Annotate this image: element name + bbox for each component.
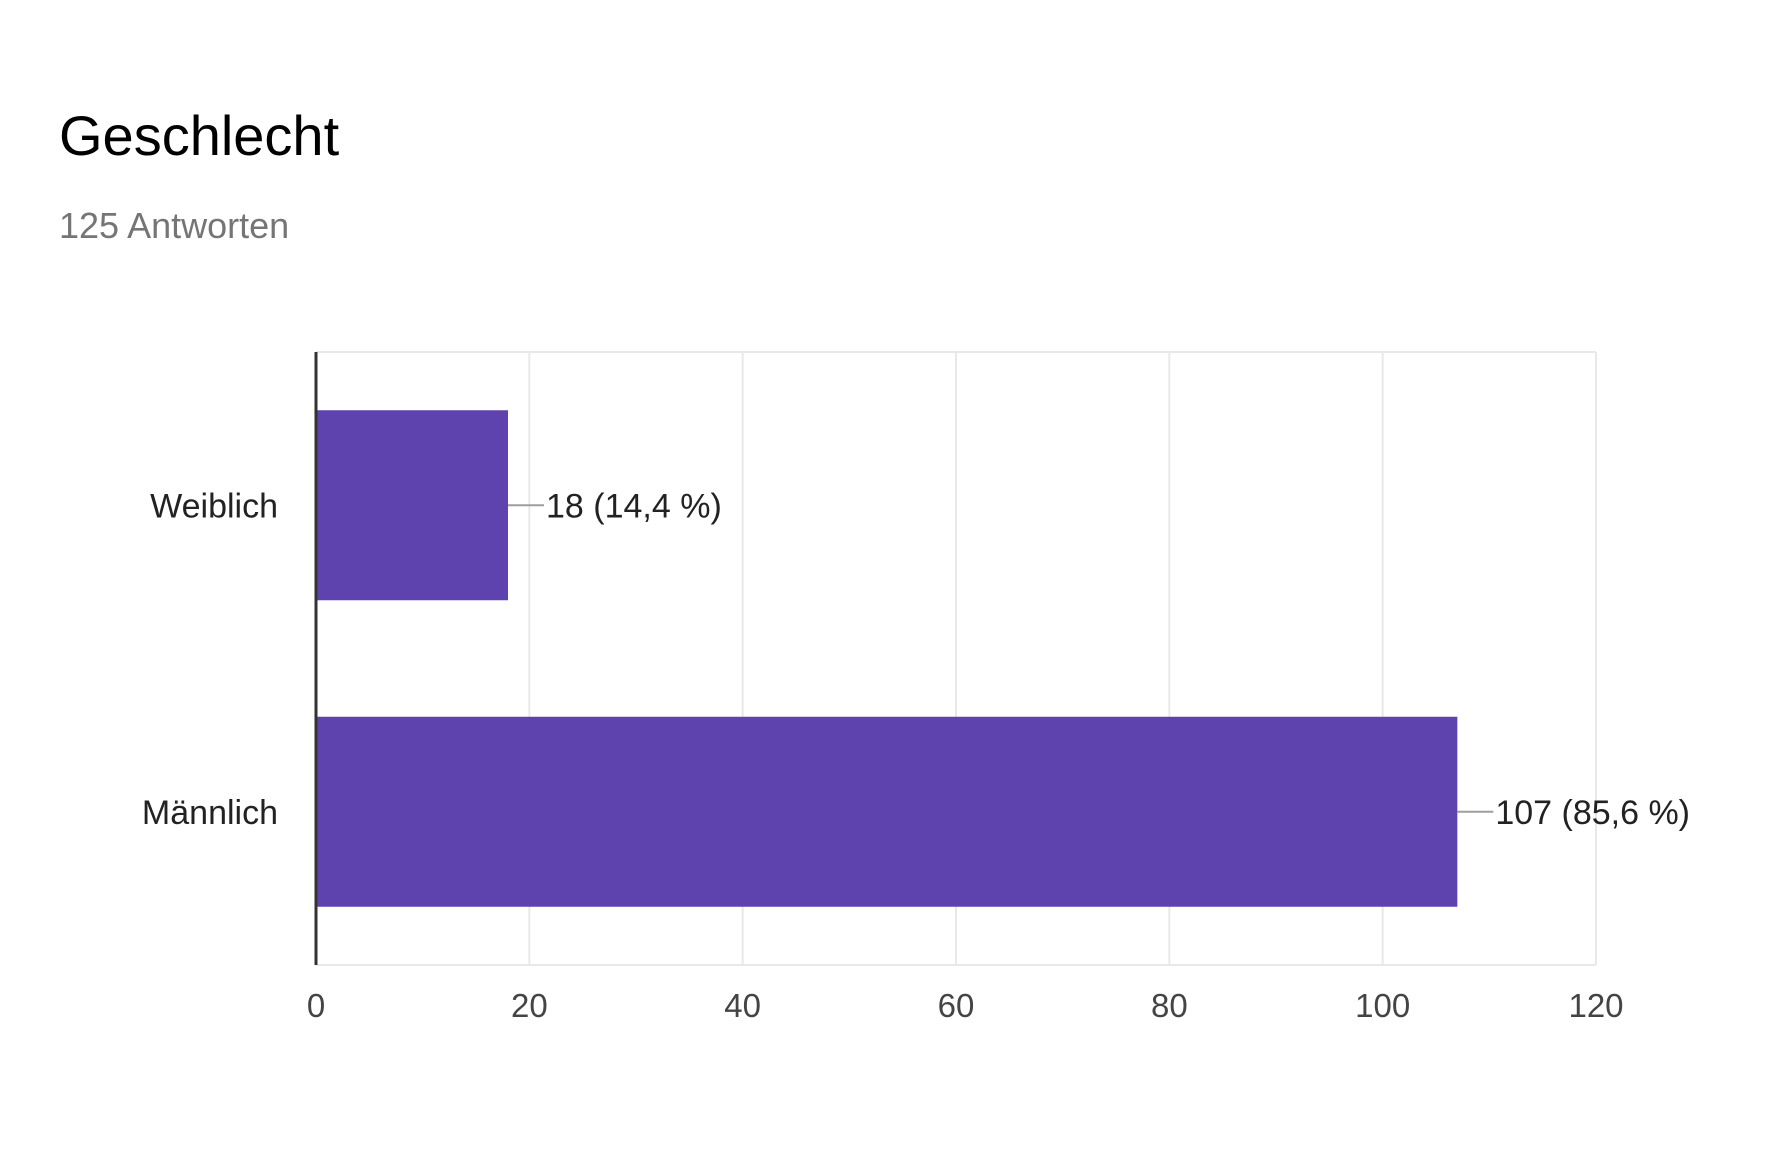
data-label: 18 (14,4 %) (546, 487, 722, 525)
category-label: Weiblich (150, 487, 278, 525)
chart-title: Geschlecht (59, 104, 340, 167)
bar-männlich[interactable] (316, 716, 1458, 907)
x-tick-label: 80 (1151, 987, 1188, 1024)
x-tick-label: 60 (938, 987, 975, 1024)
x-tick-label: 20 (511, 987, 548, 1024)
x-tick-label: 120 (1568, 987, 1623, 1024)
bar-weiblich[interactable] (316, 410, 508, 601)
category-label: Männlich (142, 794, 278, 832)
x-tick-label: 100 (1355, 987, 1410, 1024)
x-tick-label: 0 (307, 987, 325, 1024)
x-tick-label: 40 (724, 987, 761, 1024)
bars (316, 410, 1458, 907)
data-label: 107 (85,6 %) (1495, 794, 1690, 832)
labels: 0 20 40 60 80 100 120 Weiblich 18 (14,4 %) Männli… (142, 487, 1690, 1024)
response-count: 125 Antworten (59, 205, 290, 246)
